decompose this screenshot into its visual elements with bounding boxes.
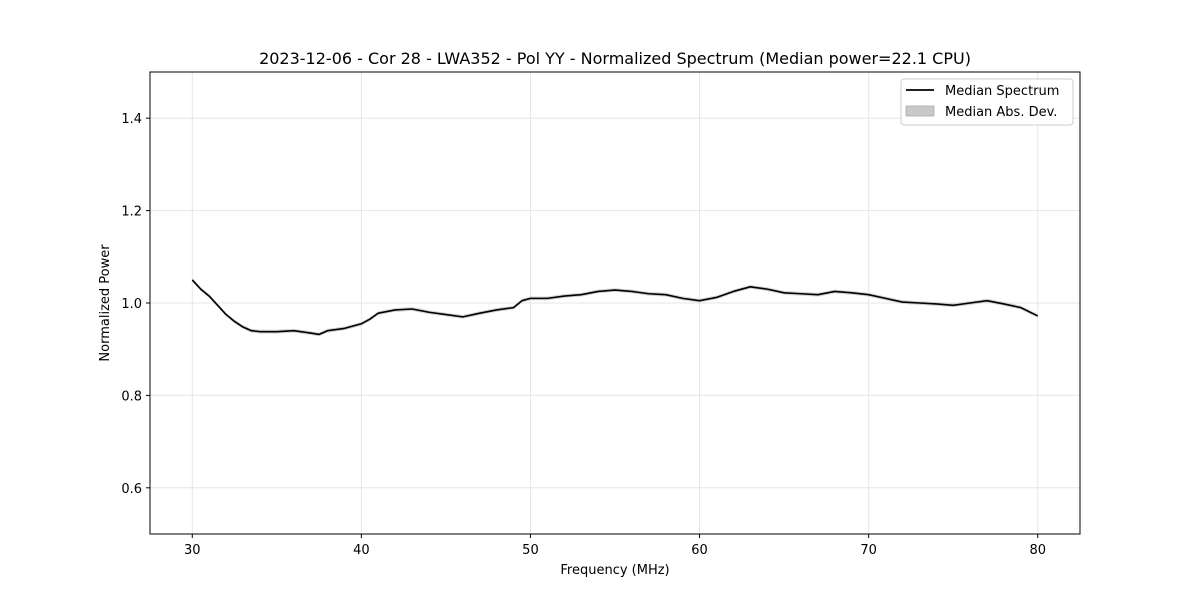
x-tick-label: 40 — [353, 543, 370, 558]
chart-title: 2023-12-06 - Cor 28 - LWA352 - Pol YY - … — [259, 49, 971, 68]
spectrum-chart: 2023-12-06 - Cor 28 - LWA352 - Pol YY - … — [0, 0, 1200, 600]
y-axis-label: Normalized Power — [98, 244, 113, 362]
legend-label-median-spectrum: Median Spectrum — [945, 84, 1059, 99]
y-tick-label: 1.2 — [121, 205, 142, 220]
x-tick-label: 80 — [1029, 543, 1046, 558]
x-tick-label: 70 — [860, 543, 877, 558]
y-tick-label: 1.4 — [121, 112, 142, 127]
y-tick-label: 1.0 — [121, 297, 142, 312]
x-tick-label: 60 — [691, 543, 708, 558]
legend-label-median-abs-dev: Median Abs. Dev. — [945, 105, 1057, 120]
x-tick-label: 30 — [184, 543, 201, 558]
x-axis-label: Frequency (MHz) — [560, 563, 669, 578]
legend-band-swatch — [906, 106, 934, 116]
y-tick-label: 0.6 — [121, 482, 142, 497]
x-tick-label: 50 — [522, 543, 539, 558]
legend: Median Spectrum Median Abs. Dev. — [901, 79, 1073, 125]
y-tick-label: 0.8 — [121, 389, 142, 404]
